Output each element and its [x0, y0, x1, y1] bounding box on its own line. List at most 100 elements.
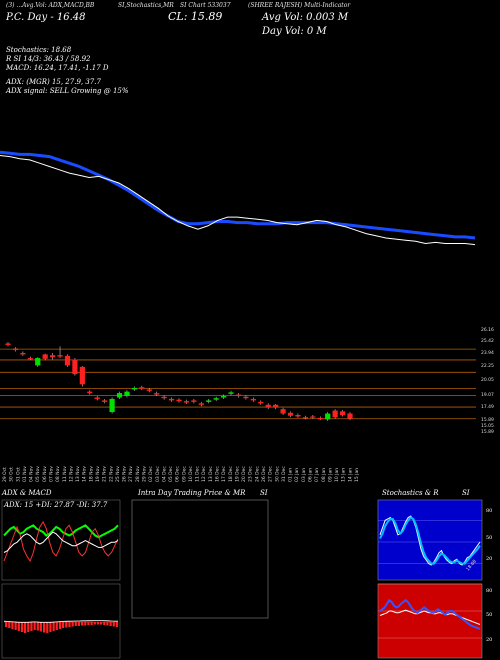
adx-lines — [3, 520, 119, 563]
candle-body — [161, 396, 167, 399]
macd-bar — [65, 622, 68, 628]
candle-body — [258, 401, 264, 404]
date-axis-label: 24 Dec — [254, 466, 260, 482]
date-axis-label: 16 Dec — [215, 466, 221, 482]
date-axis-label: 19 Nov — [95, 466, 101, 482]
stoch-d-line — [379, 516, 481, 565]
candle-body — [87, 391, 93, 394]
candle-body — [339, 411, 346, 415]
candle-body — [27, 358, 33, 360]
candle-body — [94, 397, 100, 399]
date-axis-label: 27 Dec — [268, 466, 274, 482]
candle-body — [183, 401, 190, 403]
candlestick-chart — [5, 342, 353, 421]
macd-bar — [49, 622, 52, 632]
stoch-tick-20: 20 — [486, 556, 493, 562]
candle-body — [20, 352, 26, 355]
rsi-lines — [378, 583, 482, 639]
date-axis-label: 26 Nov — [122, 466, 128, 482]
candle-body — [287, 412, 294, 416]
date-axis-label: 01 Nov — [22, 466, 28, 482]
macd-bar — [74, 622, 77, 626]
candle-body — [265, 404, 271, 408]
macd-bar — [14, 622, 17, 630]
date-axis-label: 03 Jan — [301, 468, 307, 482]
candle-body — [243, 396, 249, 399]
macd-bar — [11, 622, 14, 629]
macd-bar — [33, 622, 36, 630]
date-axis-label: 18 Nov — [88, 466, 94, 482]
candle-body — [168, 398, 175, 401]
candle-body — [109, 398, 115, 413]
intraday-panel-frame — [131, 499, 269, 619]
info-adx: ADX: (MGR) 15, 27.9, 37.7 — [6, 78, 101, 86]
date-axis-label: 02 Dec — [148, 466, 154, 482]
date-axis-label: 31 Dec — [281, 466, 287, 482]
date-axis-label: 08 Jan — [321, 468, 327, 482]
price-axis-label: 22.25 — [481, 363, 494, 369]
candle-body — [146, 389, 152, 391]
date-axis-label: 04 Nov — [29, 466, 35, 482]
macd-bar — [112, 622, 115, 627]
date-axis-label: 15 Jan — [354, 468, 360, 482]
intraday-si-label: SI — [260, 489, 268, 497]
info-rsi: R SI 14/3: 36.43 / 58.92 — [6, 55, 91, 63]
candle-body — [176, 399, 182, 402]
date-axis-label: 19 Dec — [234, 466, 240, 482]
date-axis-label: 31 Oct — [15, 467, 21, 482]
adx-macd-title: ADX & MACD — [2, 489, 52, 497]
date-axis-label: 25 Nov — [115, 466, 121, 482]
candle-body — [310, 416, 316, 418]
intraday-title: Intra Day Trading Price & MR — [138, 489, 246, 497]
date-axis-label: 02 Jan — [294, 468, 300, 482]
adx-readout: ADX: 15 +DI: 27.87 -DI: 37.7 — [4, 501, 108, 509]
candle-body — [102, 400, 108, 402]
price-axis-label: 17.49 — [481, 404, 494, 410]
candle-body — [79, 366, 85, 385]
price-line — [0, 155, 476, 246]
adx-line — [3, 531, 119, 553]
macd-bar — [81, 622, 84, 626]
date-axis-label: 13 Nov — [75, 466, 81, 482]
macd-bar — [46, 622, 49, 633]
macd-bar — [93, 622, 96, 625]
candle-body — [295, 415, 301, 417]
candle-body — [154, 393, 160, 395]
date-axis-label: 17 Dec — [221, 466, 227, 482]
price-axis-label: 20.05 — [481, 377, 494, 383]
date-axis-label: 01 Jan — [288, 468, 294, 482]
rsi-tick-50: 50 — [486, 612, 493, 618]
date-axis-label: 30 Oct — [9, 467, 15, 482]
header-close: CL: 15.89 — [168, 10, 223, 23]
candle-body — [64, 355, 71, 366]
macd-bar — [5, 622, 8, 627]
date-axis-label: 08 Nov — [55, 466, 61, 482]
stochastics-si-label: SI — [462, 489, 470, 497]
date-axis-label: 07 Jan — [314, 468, 320, 482]
candle-body — [325, 413, 331, 420]
rsi-line — [379, 598, 481, 630]
price-axis-label: 15.05 — [481, 423, 494, 429]
price-moving-average-chart — [0, 150, 476, 246]
macd-bar — [20, 622, 24, 632]
price-axis-label: 23.94 — [481, 350, 494, 356]
date-axis-label: 11 Dec — [195, 466, 201, 482]
rsi-tick-80: 80 — [486, 588, 493, 594]
date-axis-label: 21 Nov — [102, 466, 108, 482]
candle-body — [273, 404, 279, 408]
date-axis: 29 Oct 30 Oct 31 Oct 01 Nov 04 Nov 05 Nov 06 N… — [2, 466, 360, 482]
date-axis-label: 23 Dec — [248, 466, 254, 482]
macd-panel-frame — [1, 583, 121, 659]
macd-bar — [62, 622, 65, 628]
price-axis-label: 26.16 — [481, 327, 494, 333]
macd-bar — [8, 622, 11, 628]
price-axis-label: 25.42 — [481, 338, 494, 344]
macd-bar — [115, 622, 119, 627]
macd-bar — [24, 622, 27, 633]
macd-bar — [103, 622, 106, 625]
candle-body — [191, 400, 197, 402]
candle-body — [280, 409, 286, 414]
minus-di-line — [3, 520, 119, 563]
candle-body — [332, 410, 338, 418]
